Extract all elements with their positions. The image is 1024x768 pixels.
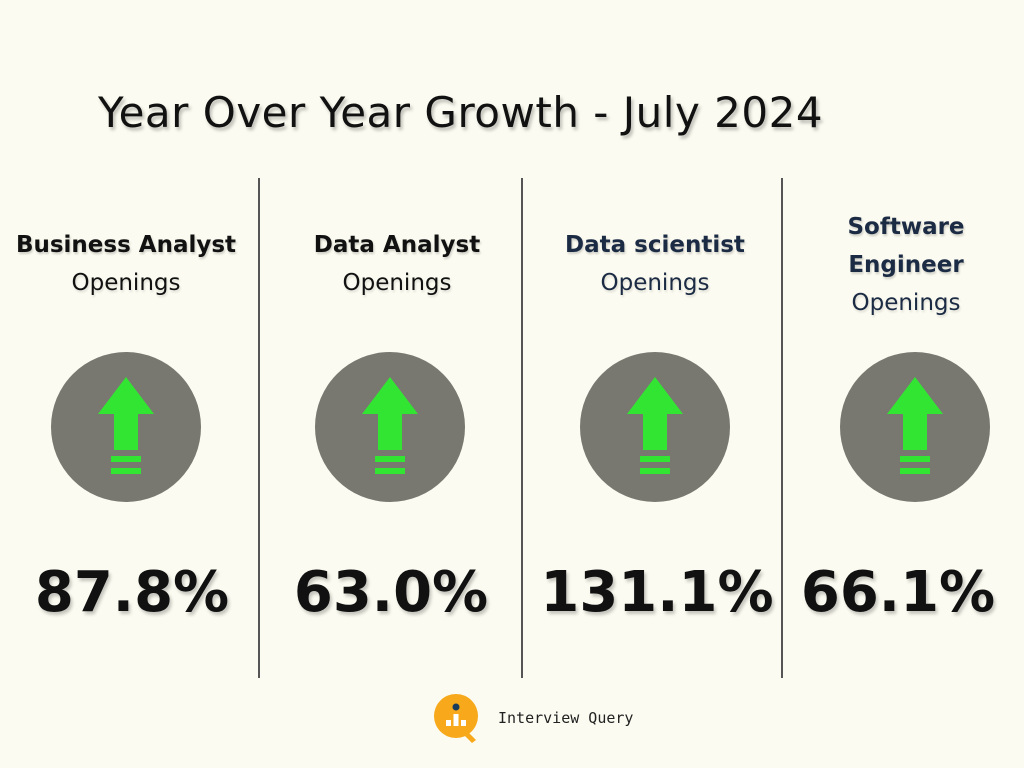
role-subtitle: Openings (342, 270, 452, 296)
role-name: Business Analyst (15, 232, 237, 258)
column-divider-2 (521, 178, 523, 678)
card-software-engineer: Software Engineer Openings 66.1% (776, 0, 1024, 768)
green-up-arrow-icon (627, 377, 683, 474)
role-name: Data scientist (565, 232, 745, 258)
card-label: Business Analyst Openings (0, 226, 256, 302)
growth-value: 87.8% (34, 560, 230, 625)
brand-name: Interview Query (498, 709, 634, 727)
column-divider-3 (781, 178, 783, 678)
card-label: Data Analyst Openings (267, 226, 527, 302)
role-subtitle: Openings (71, 270, 181, 296)
growth-circle (51, 352, 201, 502)
page-title: Year Over Year Growth - July 2024 (98, 88, 824, 137)
green-up-arrow-icon (362, 377, 418, 474)
role-name: Software Engineer (847, 214, 965, 278)
growth-value: 131.1% (540, 560, 774, 625)
card-data-analyst: Data Analyst Openings 63.0% (267, 0, 527, 768)
growth-value: 66.1% (800, 560, 996, 625)
green-up-arrow-icon (98, 377, 154, 474)
growth-value: 63.0% (293, 560, 489, 625)
role-subtitle: Openings (600, 270, 710, 296)
growth-circle (840, 352, 990, 502)
card-data-scientist: Data scientist Openings 131.1% (525, 0, 785, 768)
growth-circle (315, 352, 465, 502)
card-business-analyst: Business Analyst Openings 87.8% (0, 0, 256, 768)
role-subtitle: Openings (851, 290, 961, 316)
card-label: Data scientist Openings (525, 226, 785, 302)
role-name: Data Analyst (313, 232, 481, 258)
growth-circle (580, 352, 730, 502)
interview-query-logo-icon (434, 694, 478, 743)
column-divider-1 (258, 178, 260, 678)
brand-footer: Interview Query (432, 694, 634, 743)
card-label: Software Engineer Openings (776, 208, 1024, 322)
green-up-arrow-icon (887, 377, 943, 474)
